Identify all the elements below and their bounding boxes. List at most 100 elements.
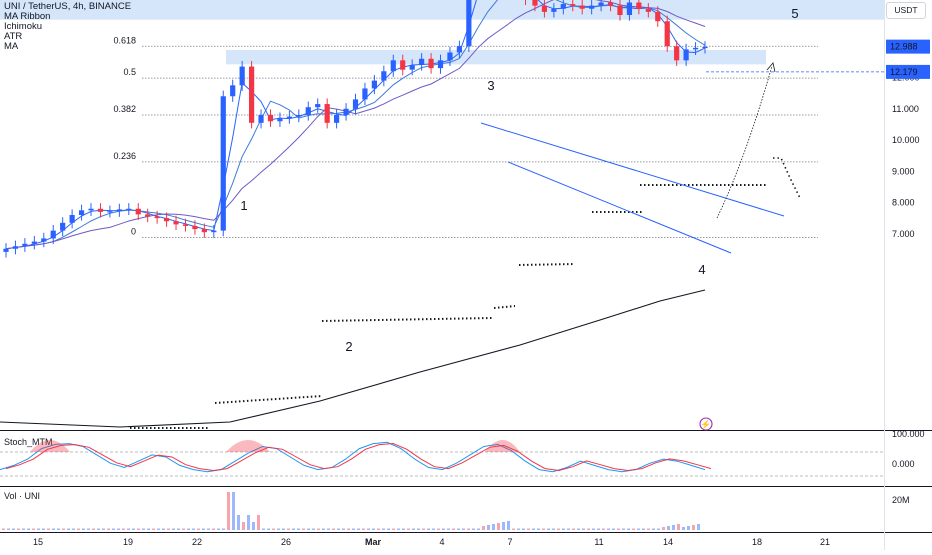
osc-k-line	[0, 441, 706, 473]
candle-body	[655, 11, 661, 22]
indicator-ma-ribbon[interactable]: MA Ribbon	[4, 11, 51, 22]
volume-bar	[212, 528, 215, 530]
date-tick-4: 4	[439, 537, 444, 547]
osc-tick-100: 100.000	[892, 429, 925, 439]
volume-bar	[172, 528, 175, 530]
candle-body	[258, 115, 264, 123]
volume-bar	[197, 528, 200, 530]
volume-bar	[17, 528, 20, 530]
candle-body	[50, 230, 56, 239]
volume-bar	[2, 528, 5, 530]
indicator-atr[interactable]: ATR	[4, 31, 23, 42]
volume-bar	[547, 528, 550, 530]
date-tick-Mar: Mar	[365, 537, 382, 547]
candle-body	[560, 4, 566, 9]
fib-label-0.236: 0.236	[113, 151, 136, 161]
candle-body	[371, 80, 377, 89]
candle-body	[683, 49, 689, 61]
candle-body	[598, 2, 604, 6]
volume-bar	[522, 528, 525, 530]
indicator-ichimoku[interactable]: Ichimoku	[4, 21, 43, 32]
candle-body	[220, 96, 226, 231]
wave-label-2: 2	[345, 339, 352, 354]
currency-selector[interactable]: USDT	[886, 2, 926, 19]
date-tick-21: 21	[820, 537, 830, 547]
candle-body	[154, 216, 160, 219]
volume-bar	[467, 528, 470, 530]
date-tick-22: 22	[192, 537, 202, 547]
current-price-tag	[886, 39, 930, 54]
indicator-ma[interactable]: MA	[4, 41, 19, 52]
volume-bar	[407, 528, 410, 530]
volume-bar	[262, 528, 265, 530]
volume-bar	[662, 527, 665, 530]
volume-bar	[52, 528, 55, 530]
volume-bar	[142, 528, 145, 530]
dotted-level-2	[321, 317, 493, 322]
volume-bar	[132, 528, 135, 530]
volume-title: Vol · UNI	[4, 491, 40, 501]
volume-bar	[97, 528, 100, 530]
candle-body	[541, 5, 548, 12]
volume-bar	[692, 525, 695, 530]
crosshair-price-label: 12.179	[890, 67, 918, 77]
volume-bar	[687, 526, 690, 530]
volume-bar	[302, 528, 305, 530]
fib-label-0.618: 0.618	[113, 35, 136, 45]
projection-path	[716, 65, 773, 219]
candle-body	[69, 215, 75, 223]
volume-bar	[7, 528, 10, 530]
volume-bar	[322, 528, 325, 530]
volume-bar	[497, 523, 500, 530]
volume-bar	[417, 528, 420, 530]
volume-bar	[147, 528, 150, 530]
volume-bar	[267, 528, 270, 530]
volume-bar	[437, 528, 440, 530]
osc-overbought-fill-2	[485, 440, 520, 452]
osc-overbought-fill-1	[226, 440, 270, 452]
volume-bar	[462, 528, 465, 530]
volume-bar	[207, 528, 210, 530]
candle-body	[31, 241, 37, 244]
volume-bar	[37, 528, 40, 530]
volume-bar	[152, 528, 155, 530]
price-tick-8.000: 8.000	[892, 198, 915, 208]
symbol-header[interactable]: UNI / TetherUS, 4h, BINANCE	[4, 1, 132, 12]
volume-bar	[657, 528, 660, 530]
volume-bar	[557, 528, 560, 530]
fib-label-0.382: 0.382	[113, 104, 136, 114]
price-tick-7.000: 7.000	[892, 229, 915, 239]
volume-tick-20m: 20M	[892, 495, 910, 505]
volume-bar	[627, 528, 630, 530]
volume-bar	[232, 492, 235, 530]
volume-bar	[87, 528, 90, 530]
volume-bar	[42, 528, 45, 530]
volume-bar	[157, 528, 160, 530]
volume-bar	[222, 528, 225, 530]
volume-bar	[112, 528, 115, 530]
candle-body	[409, 65, 415, 70]
volume-bar	[392, 528, 395, 530]
volume-bar	[137, 528, 140, 530]
volume-bar	[612, 528, 615, 530]
osc-d-line	[5, 442, 712, 472]
volume-bar	[367, 528, 370, 530]
volume-bar	[402, 528, 405, 530]
date-tick-19: 19	[123, 537, 133, 547]
volume-bar	[667, 526, 670, 530]
volume-bar	[162, 528, 165, 530]
volume-bar	[57, 528, 60, 530]
date-tick-7: 7	[507, 537, 512, 547]
osc-tick-0: 0.000	[892, 459, 915, 469]
wave-label-5: 5	[791, 6, 798, 21]
candle-body	[645, 8, 651, 12]
candle-body	[352, 99, 359, 109]
volume-bar	[47, 528, 50, 530]
volume-bar	[442, 528, 445, 530]
projection-arrowhead	[766, 62, 776, 73]
candle-body	[334, 115, 340, 123]
candle-body	[589, 5, 595, 9]
candle-body	[466, 0, 472, 47]
candle-body	[230, 85, 236, 97]
volume-bar	[397, 528, 400, 530]
